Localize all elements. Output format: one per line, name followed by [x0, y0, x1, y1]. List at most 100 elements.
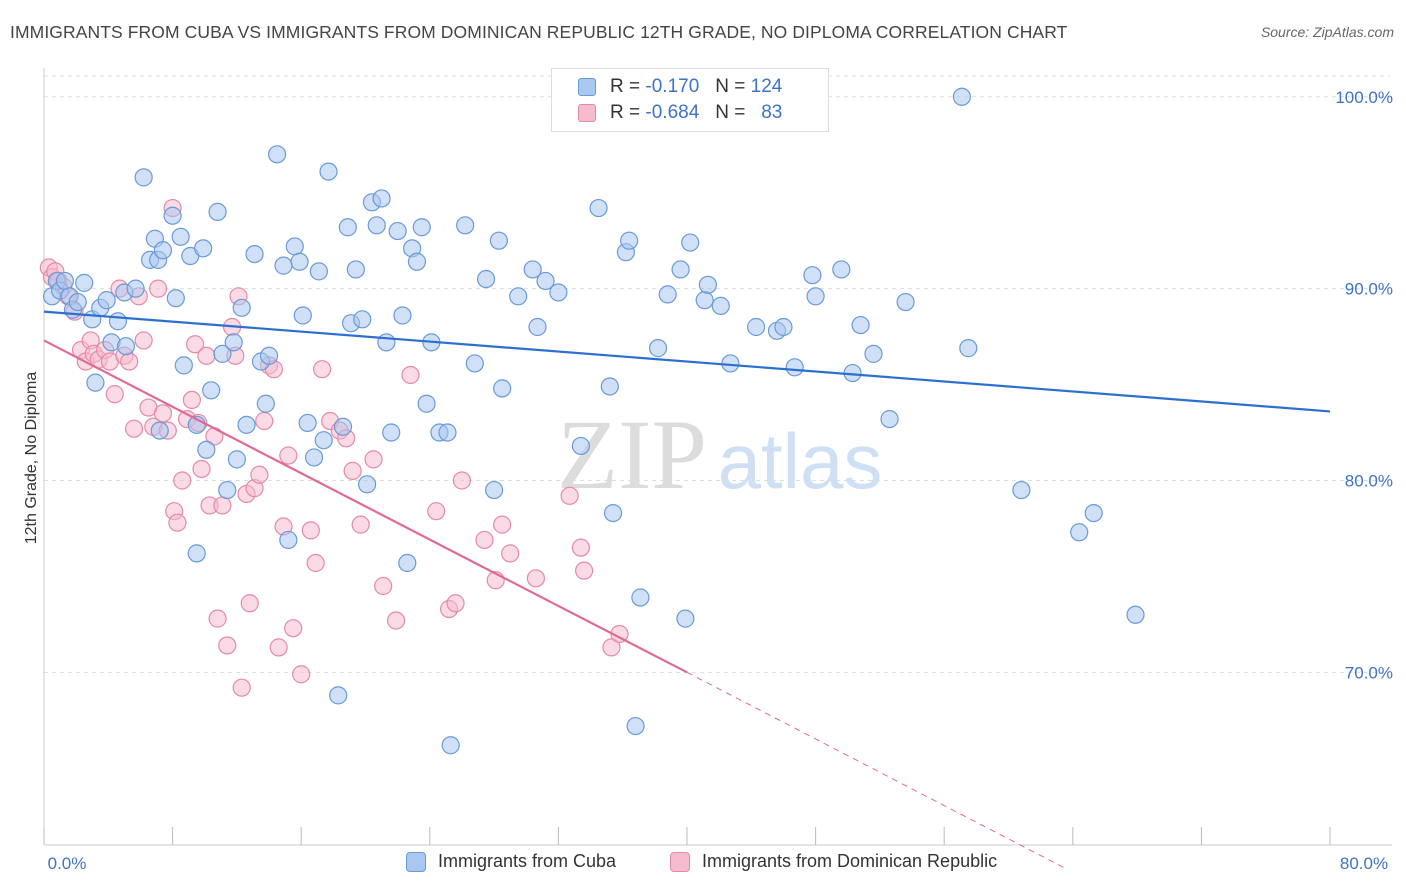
- cuba-point: [398, 553, 417, 573]
- cuba-point: [417, 394, 436, 413]
- grid-lines: [44, 75, 1390, 673]
- cuba-point: [197, 440, 216, 459]
- cuba-point: [698, 275, 717, 294]
- series-label-dominican: Immigrants from Dominican Republic: [702, 851, 998, 871]
- cuba-point: [631, 588, 650, 607]
- cuba-point: [256, 394, 275, 413]
- cuba-point: [388, 221, 407, 241]
- cuba-point: [333, 417, 353, 436]
- legend-row-dominican: R = -0.684 N = 83: [578, 100, 782, 126]
- cuba-point: [620, 231, 639, 250]
- cuba-point: [55, 271, 74, 291]
- cuba-point: [832, 260, 851, 279]
- cuba-point: [626, 716, 645, 736]
- cuba-point: [187, 544, 206, 563]
- dominican-point: [306, 553, 325, 573]
- dominican-point: [374, 576, 393, 596]
- cuba-point: [153, 241, 173, 260]
- cuba-point: [509, 287, 528, 306]
- dominican-point: [493, 515, 512, 534]
- y-tick-label: 70.0%: [1345, 663, 1393, 682]
- cuba-point: [267, 145, 287, 164]
- cuba-point: [456, 216, 475, 235]
- cuba-point: [150, 421, 169, 440]
- cuba-point: [476, 269, 496, 289]
- cuba-point: [523, 260, 542, 279]
- cuba-point: [97, 291, 116, 310]
- dominican-point: [255, 411, 274, 431]
- cuba-point: [603, 503, 623, 523]
- x-tick-label: 0.0%: [48, 854, 87, 873]
- cuba-point: [285, 237, 304, 256]
- cuba-point: [329, 686, 348, 705]
- cuba-point: [245, 244, 264, 264]
- cuba-point: [600, 377, 619, 396]
- legend-r-label: R =: [610, 102, 641, 123]
- cuba-point: [493, 379, 512, 398]
- cuba-point: [648, 339, 668, 358]
- cuba-point: [346, 260, 365, 279]
- cuba-point: [213, 344, 232, 363]
- cuba-point: [298, 413, 317, 433]
- cuba-point: [880, 409, 899, 429]
- series-swatch-cuba: [406, 851, 426, 872]
- legend-swatch-dominican: [578, 104, 596, 122]
- dominican-point: [501, 544, 520, 563]
- dominican-point: [120, 352, 139, 371]
- dominican-point: [560, 486, 579, 505]
- cuba-point: [803, 266, 822, 285]
- cuba-point: [86, 373, 105, 392]
- dominican-point: [427, 502, 446, 521]
- dominican-point: [197, 346, 216, 365]
- cuba-point: [274, 256, 293, 275]
- dominican-point: [269, 638, 288, 657]
- cuba-point: [259, 346, 279, 365]
- watermark: ZIP atlas: [557, 399, 882, 510]
- cuba-point: [806, 287, 825, 306]
- cuba-point: [774, 317, 793, 337]
- cuba-point: [465, 354, 484, 373]
- cuba-point: [1012, 480, 1031, 500]
- legend-r-value-dominican: -0.684: [645, 102, 700, 123]
- y-tick-label: 100.0%: [1335, 88, 1393, 107]
- tick-labels: 70.0% 80.0% 90.0% 100.0% 0.0% 80.0%: [48, 88, 1393, 873]
- cuba-point: [134, 168, 153, 187]
- cuba-point: [163, 206, 182, 225]
- cuba-point: [681, 233, 700, 252]
- y-tick-label: 90.0%: [1345, 280, 1393, 299]
- cuba-point: [126, 279, 145, 298]
- cuba-point: [171, 227, 190, 246]
- cuba-point: [489, 231, 509, 250]
- cuba-point: [571, 436, 591, 456]
- cuba-point: [438, 423, 457, 442]
- dominican-trend-line: [43, 339, 688, 674]
- dominican-point: [284, 619, 303, 638]
- cuba-point: [747, 317, 766, 337]
- dominican-point: [173, 471, 192, 490]
- cuba-trend-line: [43, 310, 1331, 413]
- dominican-point: [602, 638, 621, 657]
- cuba-point: [959, 339, 978, 358]
- dominican-point: [168, 513, 187, 532]
- dominican-point: [292, 665, 311, 684]
- dominican-point: [213, 496, 232, 515]
- series-legend-dominican: Immigrants from Dominican Republic: [670, 851, 997, 872]
- dominican-point: [134, 331, 153, 350]
- dominican-trend-extension: [686, 671, 1065, 869]
- cuba-point: [293, 306, 312, 325]
- dominican-point: [571, 538, 591, 557]
- dominican-point: [526, 569, 545, 588]
- y-axis-title: 12th Grade, No Diploma: [23, 372, 40, 545]
- cuba-point: [116, 337, 136, 356]
- dominican-point: [301, 521, 320, 540]
- dominican-point: [232, 678, 251, 697]
- cuba-point: [485, 480, 504, 500]
- y-tick-label: 80.0%: [1345, 471, 1393, 490]
- cuba-point: [218, 480, 237, 500]
- dominican-point: [240, 594, 259, 613]
- cuba-point: [319, 162, 338, 181]
- dominican-point: [312, 360, 332, 379]
- cuba-point: [528, 317, 547, 337]
- dominican-point: [182, 390, 201, 410]
- cuba-point: [382, 423, 401, 442]
